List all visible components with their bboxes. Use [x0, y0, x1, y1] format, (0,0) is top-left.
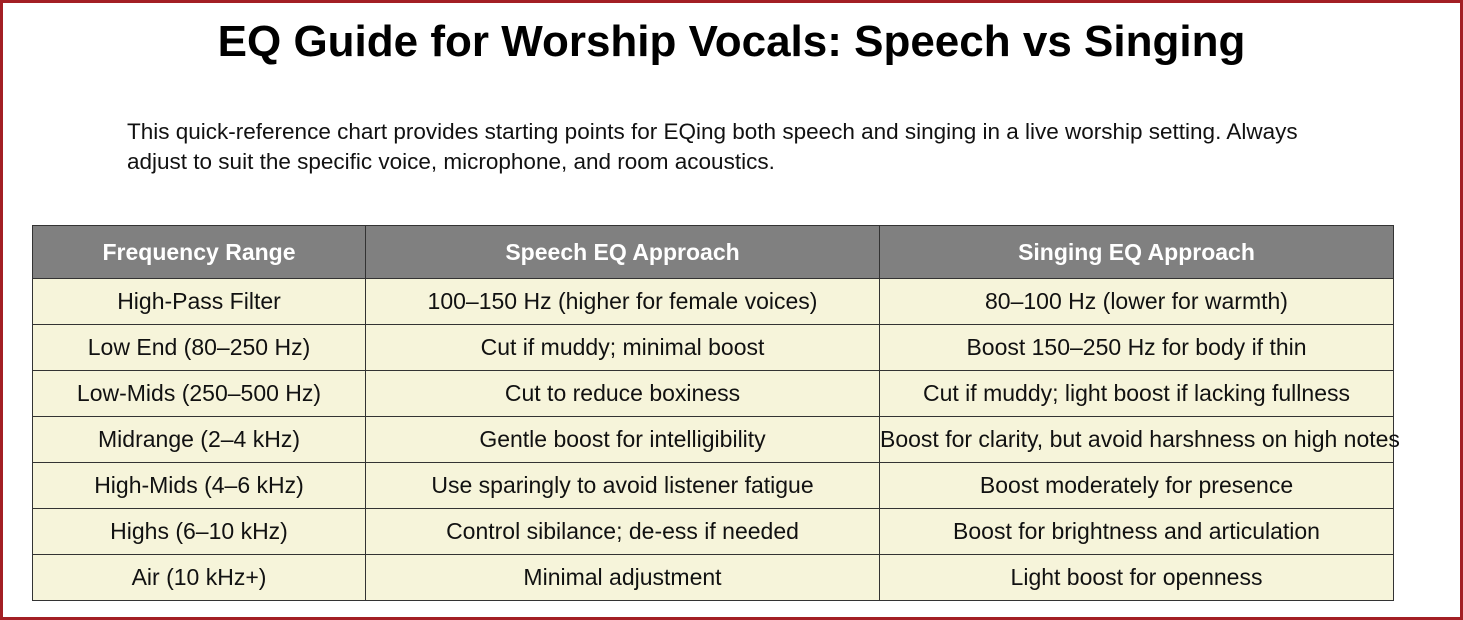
table-cell: Minimal adjustment	[365, 554, 880, 601]
table-cell: Low-Mids (250–500 Hz)	[32, 370, 366, 417]
table-cell: High-Mids (4–6 kHz)	[32, 462, 366, 509]
table-row: Low End (80–250 Hz) Cut if muddy; minimal…	[32, 324, 1394, 371]
table-cell: Light boost for openness	[879, 554, 1394, 601]
eq-table: Frequency Range Speech EQ Approach Singing…	[32, 225, 1400, 601]
column-header: Frequency Range	[32, 225, 366, 279]
table-cell: Cut if muddy; minimal boost	[365, 324, 880, 371]
table-cell: Boost for brightness and articulation	[879, 508, 1394, 555]
table-cell: Air (10 kHz+)	[32, 554, 366, 601]
title: EQ Guide for Worship Vocals: Speech vs S…	[217, 17, 1246, 66]
table-body: High-Pass Filter 100–150 Hz (higher for f…	[32, 278, 1400, 601]
table-cell: High-Pass Filter	[32, 278, 366, 325]
table-cell: Cut to reduce boxiness	[365, 370, 880, 417]
table-row: Midrange (2–4 kHz) Gentle boost for intel…	[32, 416, 1400, 463]
table-cell: Midrange (2–4 kHz)	[32, 416, 366, 463]
table-row: Air (10 kHz+) Minimal adjustment Light boo…	[32, 554, 1394, 601]
table-cell: Control sibilance; de-ess if needed	[365, 508, 880, 555]
table-cell: Low End (80–250 Hz)	[32, 324, 366, 371]
column-header: Speech EQ Approach	[365, 225, 880, 279]
table-cell: Boost 150–250 Hz for body if thin	[879, 324, 1394, 371]
column-header: Singing EQ Approach	[879, 225, 1394, 279]
table-cell: Highs (6–10 kHz)	[32, 508, 366, 555]
table-cell: Boost for clarity, but avoid harshness o…	[879, 416, 1400, 463]
table-row: Low-Mids (250–500 Hz) Cut to reduce boxin…	[32, 370, 1394, 417]
table-row: High-Pass Filter 100–150 Hz (higher for f…	[32, 278, 1394, 325]
header-row: Frequency Range Speech EQ Approach Singing…	[32, 225, 1394, 279]
table-cell: 80–100 Hz (lower for warmth)	[879, 278, 1394, 325]
table-cell: Use sparingly to avoid listener fatigue	[365, 462, 880, 509]
intro: This quick-reference chart provides star…	[127, 119, 1298, 174]
table-row: High-Mids (4–6 kHz) Use sparingly to avoi…	[32, 462, 1394, 509]
table-cell: Boost moderately for presence	[879, 462, 1394, 509]
table-row: Highs (6–10 kHz) Control sibilance; de-es…	[32, 508, 1394, 555]
table-cell: 100–150 Hz (higher for female voices)	[365, 278, 880, 325]
table-cell: Gentle boost for intelligibility	[365, 416, 880, 463]
table-cell: Cut if muddy; light boost if lacking ful…	[879, 370, 1394, 417]
